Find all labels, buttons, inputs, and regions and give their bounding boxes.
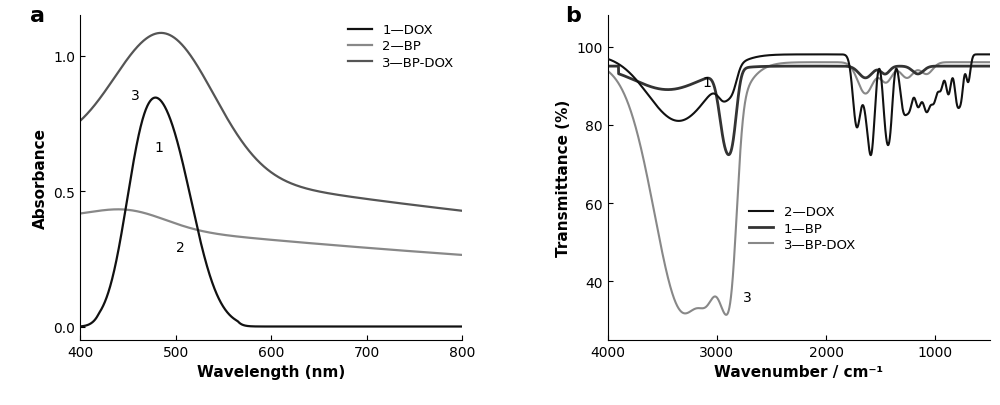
- Text: 1: 1: [703, 75, 712, 90]
- Text: 3: 3: [131, 89, 139, 103]
- X-axis label: Wavelength (nm): Wavelength (nm): [197, 364, 345, 379]
- Text: a: a: [30, 6, 45, 26]
- Text: 3: 3: [743, 290, 752, 304]
- Legend: 2—DOX, 1—BP, 3—BP-DOX: 2—DOX, 1—BP, 3—BP-DOX: [744, 200, 861, 257]
- X-axis label: Wavenumber / cm⁻¹: Wavenumber / cm⁻¹: [714, 364, 883, 379]
- Text: 1: 1: [155, 140, 163, 154]
- Y-axis label: Transmittance (%): Transmittance (%): [556, 100, 571, 257]
- Text: b: b: [566, 6, 581, 26]
- Legend: 1—DOX, 2—BP, 3—BP-DOX: 1—DOX, 2—BP, 3—BP-DOX: [343, 19, 460, 75]
- Text: 2: 2: [176, 240, 184, 254]
- Y-axis label: Absorbance: Absorbance: [33, 128, 48, 228]
